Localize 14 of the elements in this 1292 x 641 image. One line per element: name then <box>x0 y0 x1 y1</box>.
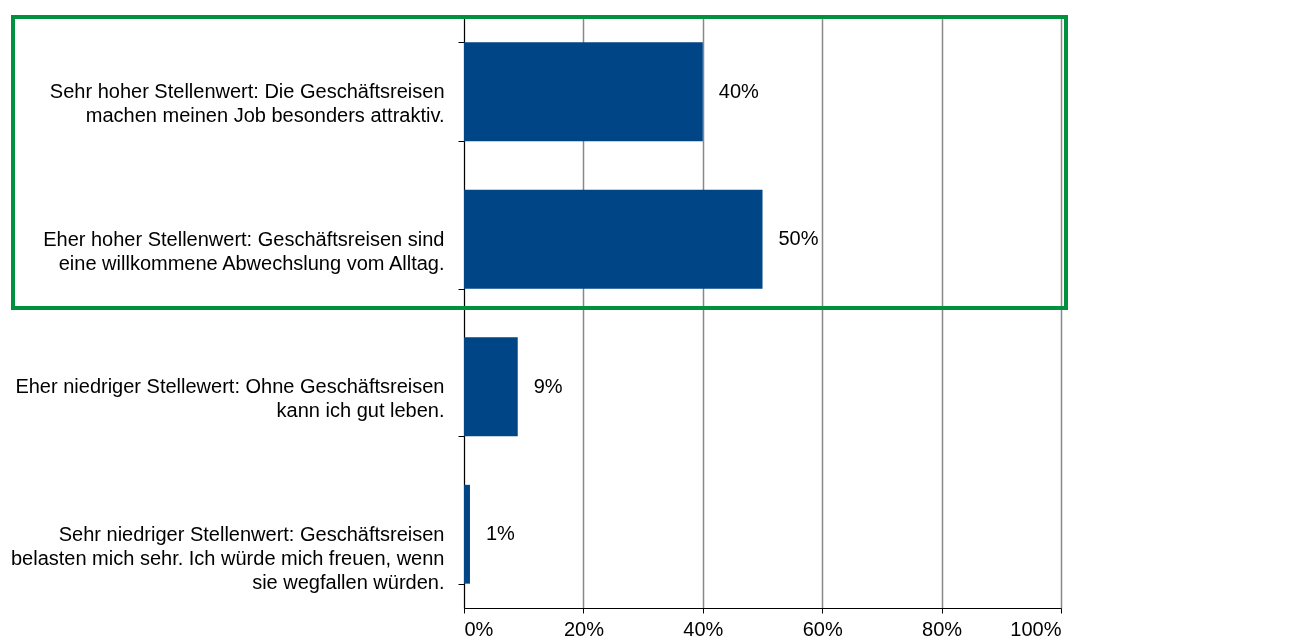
y-tick-label: Sehr hoher Stellenwert: Die Geschäftsreisen machen meinen Job besonders attraktiv. <box>49 80 445 127</box>
data-label: 40% <box>718 79 760 102</box>
data-label: 1% <box>485 522 516 545</box>
y-tick-label: Eher niedriger Stellewert: Ohne Geschäftsreisen kann ich gut leben. <box>15 375 445 422</box>
y-tick-label: Sehr niedriger Stellenwert: Geschäftsreisen belasten mich sehr. Ich würde mich freuen, wenn sie wegfallen würden. <box>10 522 445 593</box>
y-tick-label: Eher hoher Stellenwert: Geschäftsreisen sind eine willkommene Abwechslung vom Alltag. <box>43 227 445 274</box>
x-tick-label: 100% <box>1010 617 1062 640</box>
data-label: 50% <box>778 227 819 250</box>
x-tick-label: 20% <box>563 617 605 640</box>
x-tick-label: 60% <box>802 617 843 640</box>
data-label: 9% <box>533 374 563 397</box>
x-tick-label: 80% <box>922 617 963 640</box>
x-tick-label: 40% <box>683 617 724 640</box>
x-tick-label: 0% <box>464 617 494 640</box>
